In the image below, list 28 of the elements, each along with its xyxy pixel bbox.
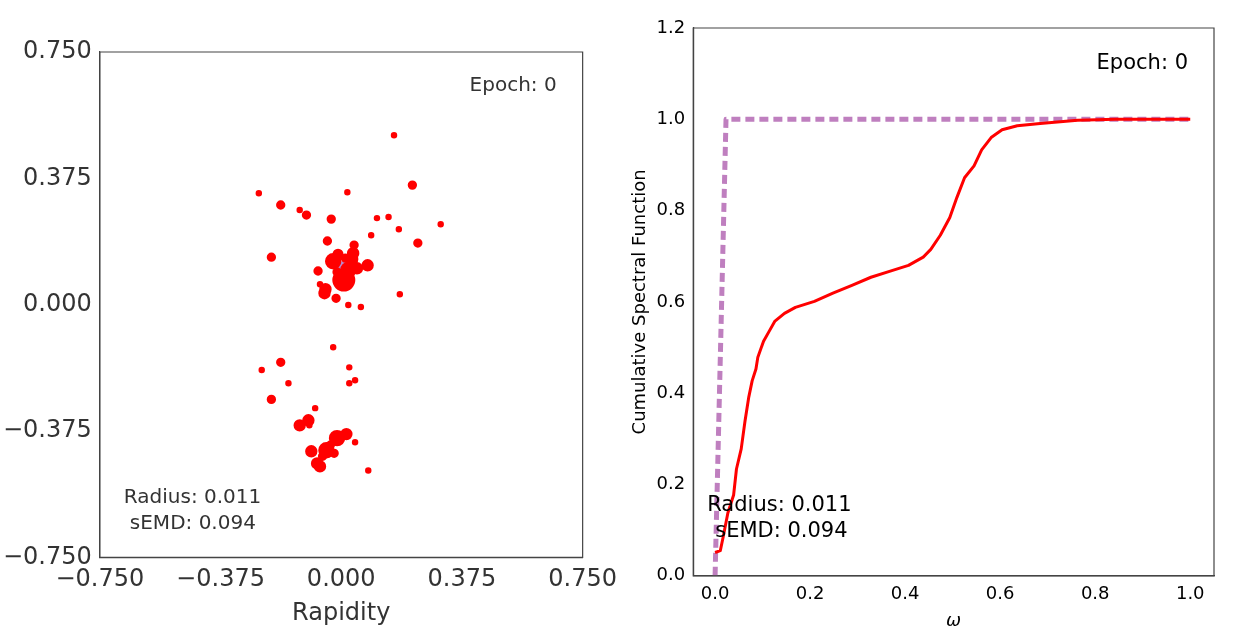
- x-tick-label: 0.6: [985, 582, 1015, 604]
- x-tick-label: 0.4: [890, 582, 920, 604]
- annotation: sEMD: 0.094: [129, 509, 256, 534]
- annotation: Epoch: 0: [1096, 50, 1188, 75]
- x-axis-title: Rapidity: [292, 597, 391, 626]
- x-tick-label: 0.000: [306, 564, 376, 593]
- x-tick-label: −0.750: [55, 564, 145, 593]
- y-tick-label: −0.375: [2, 415, 92, 444]
- x-tick-label: 0.375: [427, 564, 497, 593]
- y-tick-label: 0.8: [656, 198, 686, 220]
- x-tick-label: 1.0: [1175, 582, 1205, 604]
- y-tick-label: 0.4: [656, 380, 686, 402]
- y-tick-label: 1.2: [656, 15, 686, 37]
- x-tick-label: 0.8: [1080, 582, 1110, 604]
- y-tick-label: 0.000: [23, 288, 92, 317]
- annotation: Epoch: 0: [469, 72, 557, 97]
- y-tick-label: 0.375: [23, 162, 92, 191]
- x-tick-label: −0.375: [176, 564, 265, 593]
- y-tick-label: 1.0: [656, 106, 686, 128]
- y-axis-title: Cumulative Spectral Function: [628, 169, 650, 435]
- y-tick-label: 0.2: [656, 472, 686, 494]
- x-tick-label: 0.0: [700, 582, 730, 604]
- y-tick-label: 0.750: [23, 36, 92, 65]
- y-tick-label: 0.6: [656, 289, 686, 311]
- annotation: Radius: 0.011: [123, 483, 262, 508]
- x-axis-title: ω: [946, 608, 962, 630]
- x-tick-label: 0.2: [795, 582, 825, 604]
- x-tick-label: 0.750: [548, 564, 618, 593]
